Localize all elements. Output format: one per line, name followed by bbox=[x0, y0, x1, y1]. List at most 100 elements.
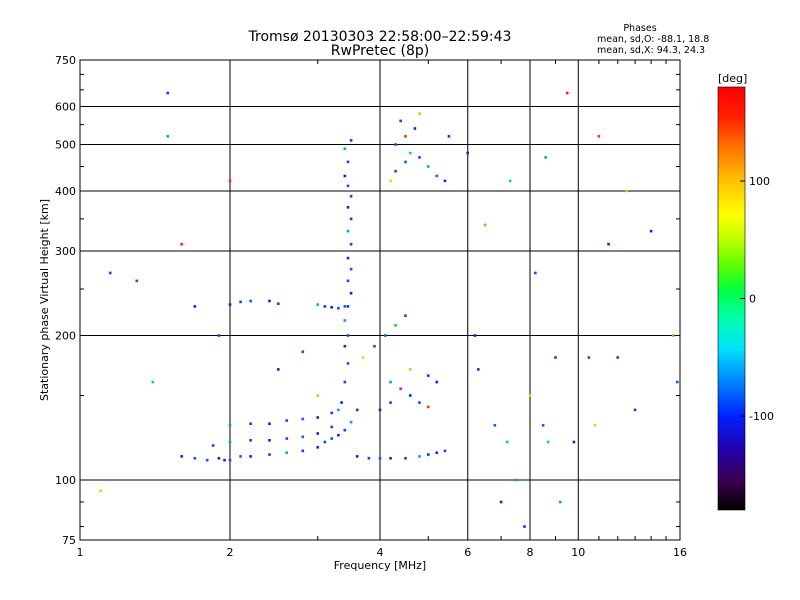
data-point bbox=[285, 437, 289, 440]
data-point bbox=[276, 302, 280, 305]
data-point bbox=[616, 356, 620, 359]
data-point bbox=[346, 334, 350, 337]
data-point bbox=[343, 319, 347, 322]
data-point bbox=[349, 267, 353, 271]
data-point bbox=[268, 438, 271, 442]
data-point bbox=[239, 300, 242, 304]
data-point bbox=[349, 139, 353, 142]
y-tick-label: 300 bbox=[55, 245, 76, 258]
data-point bbox=[217, 456, 221, 460]
data-point bbox=[378, 456, 382, 460]
data-point bbox=[426, 453, 430, 456]
data-point bbox=[108, 271, 112, 275]
data-point bbox=[346, 362, 350, 365]
colorbar-tick-label: -100 bbox=[749, 410, 774, 423]
data-point bbox=[404, 314, 407, 317]
data-point bbox=[340, 401, 343, 404]
data-point bbox=[443, 179, 447, 183]
data-point bbox=[228, 424, 232, 427]
data-point bbox=[399, 119, 402, 123]
y-tick-label: 200 bbox=[55, 330, 76, 343]
data-point bbox=[268, 299, 271, 303]
data-point bbox=[443, 449, 447, 453]
data-point bbox=[378, 408, 382, 412]
data-point bbox=[404, 135, 407, 138]
data-point bbox=[367, 456, 371, 460]
data-point bbox=[337, 433, 340, 437]
data-points bbox=[99, 91, 679, 528]
data-point bbox=[268, 422, 271, 426]
data-point bbox=[473, 334, 477, 337]
data-point bbox=[597, 135, 601, 138]
data-point bbox=[346, 229, 350, 233]
grid-lines bbox=[80, 60, 680, 540]
data-point bbox=[316, 446, 320, 449]
data-point bbox=[565, 91, 569, 95]
data-point bbox=[361, 356, 365, 359]
data-point bbox=[323, 305, 327, 308]
data-point bbox=[534, 271, 537, 275]
data-point bbox=[346, 256, 350, 260]
data-point bbox=[343, 380, 347, 384]
data-point bbox=[404, 160, 407, 164]
x-tick-label: 2 bbox=[227, 546, 234, 559]
data-point bbox=[99, 489, 102, 493]
data-point bbox=[346, 205, 350, 209]
y-axis-label: Stationary phase Virtual Height [km] bbox=[38, 199, 51, 401]
data-point bbox=[528, 394, 532, 397]
chart-subtitle: RwPretec (8p) bbox=[331, 43, 429, 59]
data-point bbox=[483, 223, 487, 227]
colorbar-ticks: 100 0 -100 bbox=[740, 175, 774, 423]
data-point bbox=[211, 444, 215, 447]
y-tick-label: 500 bbox=[55, 139, 76, 152]
data-point bbox=[337, 408, 340, 412]
data-point bbox=[426, 374, 430, 377]
data-point bbox=[649, 229, 653, 233]
data-point bbox=[330, 306, 334, 309]
data-point bbox=[349, 420, 353, 424]
data-point bbox=[499, 500, 503, 504]
data-point bbox=[343, 344, 347, 348]
data-point bbox=[346, 160, 350, 164]
data-point bbox=[301, 350, 305, 354]
data-point bbox=[394, 324, 397, 327]
data-point bbox=[355, 408, 359, 412]
data-point bbox=[558, 500, 562, 504]
colorbar-tick-label: 100 bbox=[749, 175, 770, 188]
stats-line-o: mean, sd,O: -88.1, 18.8 bbox=[597, 34, 709, 45]
data-point bbox=[593, 424, 597, 427]
data-point bbox=[323, 440, 327, 444]
data-point bbox=[447, 135, 451, 138]
data-point bbox=[166, 135, 170, 138]
data-point bbox=[572, 440, 576, 444]
data-point bbox=[408, 368, 412, 371]
data-point bbox=[249, 455, 252, 458]
data-point bbox=[228, 440, 232, 444]
x-tick-label: 8 bbox=[527, 546, 534, 559]
data-point bbox=[337, 306, 340, 310]
data-point bbox=[523, 525, 526, 528]
stats-line-x: mean, sd,X: 94.3, 24.3 bbox=[597, 45, 705, 56]
data-point bbox=[394, 143, 397, 146]
data-point bbox=[349, 291, 353, 295]
data-point bbox=[418, 455, 421, 458]
x-tick-labels: 1 2 4 6 8 10 16 bbox=[77, 546, 688, 559]
data-point bbox=[355, 455, 359, 458]
data-point bbox=[633, 408, 637, 412]
y-tick-label: 600 bbox=[55, 101, 76, 114]
data-point bbox=[426, 165, 430, 168]
data-point bbox=[418, 156, 421, 159]
data-point bbox=[180, 242, 184, 246]
data-point bbox=[505, 440, 509, 444]
data-point bbox=[316, 303, 320, 306]
data-point bbox=[268, 453, 271, 456]
data-point bbox=[384, 334, 387, 337]
data-point bbox=[389, 401, 392, 404]
y-tick-label: 400 bbox=[55, 185, 76, 198]
data-point bbox=[508, 179, 512, 183]
data-point bbox=[477, 368, 480, 371]
data-point bbox=[546, 440, 550, 444]
data-point bbox=[228, 303, 232, 306]
data-point bbox=[330, 425, 334, 429]
data-point bbox=[343, 147, 347, 151]
